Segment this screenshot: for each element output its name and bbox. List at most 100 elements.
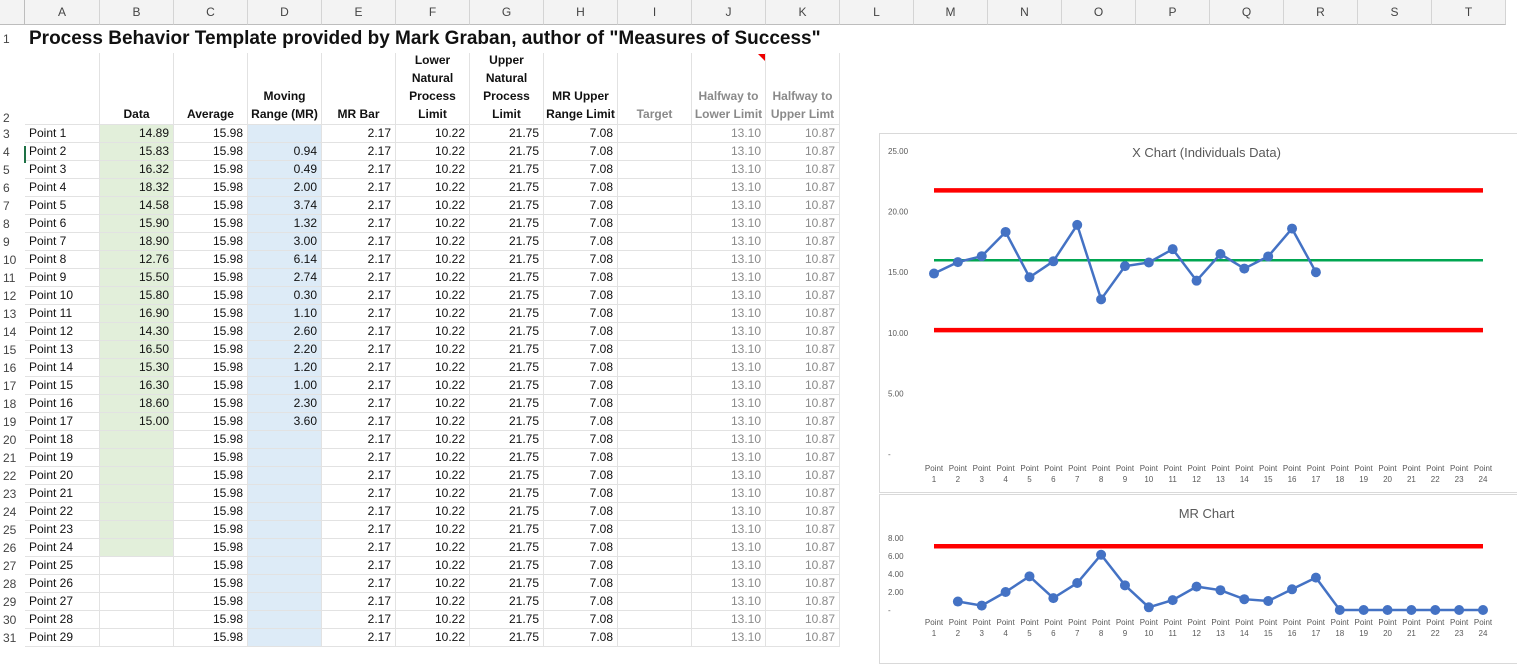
- cell-lnpl[interactable]: 10.22: [396, 233, 470, 251]
- cell-half-lower[interactable]: 13.10: [692, 197, 766, 215]
- cell-mr[interactable]: [248, 539, 322, 557]
- header-mr-upper[interactable]: MR Upper Range Limit: [544, 53, 618, 125]
- cell-unpl[interactable]: 21.75: [470, 269, 544, 287]
- column-header-q[interactable]: Q: [1210, 0, 1284, 25]
- cell-half-upper[interactable]: 10.87: [766, 215, 840, 233]
- cell-label[interactable]: Point 1: [25, 125, 100, 143]
- row-number[interactable]: 29: [3, 595, 17, 609]
- cell-mr-upper[interactable]: 7.08: [544, 233, 618, 251]
- cell-half-upper[interactable]: 10.87: [766, 305, 840, 323]
- cell-mr-upper[interactable]: 7.08: [544, 323, 618, 341]
- row-number[interactable]: 24: [3, 505, 17, 519]
- row-number[interactable]: 30: [3, 613, 17, 627]
- cell-unpl[interactable]: 21.75: [470, 557, 544, 575]
- cell-mr[interactable]: [248, 611, 322, 629]
- cell-unpl[interactable]: 21.75: [470, 395, 544, 413]
- cell-mr-bar[interactable]: 2.17: [322, 503, 396, 521]
- cell-half-lower[interactable]: 13.10: [692, 629, 766, 647]
- cell-half-upper[interactable]: 10.87: [766, 287, 840, 305]
- cell-data[interactable]: [100, 449, 174, 467]
- column-header-e[interactable]: E: [322, 0, 396, 25]
- cell-average[interactable]: 15.98: [174, 377, 248, 395]
- cell-half-lower[interactable]: 13.10: [692, 485, 766, 503]
- cell-half-upper[interactable]: 10.87: [766, 539, 840, 557]
- cell-target[interactable]: [618, 341, 692, 359]
- cell-data[interactable]: 15.00: [100, 413, 174, 431]
- header-unpl[interactable]: Upper Natural Process Limit: [470, 53, 544, 125]
- cell-label[interactable]: Point 25: [25, 557, 100, 575]
- cell-target[interactable]: [618, 359, 692, 377]
- cell-mr[interactable]: [248, 503, 322, 521]
- cell-mr-bar[interactable]: 2.17: [322, 593, 396, 611]
- page-title[interactable]: Process Behavior Template provided by Ma…: [29, 28, 821, 49]
- cell-data[interactable]: 18.32: [100, 179, 174, 197]
- cell-unpl[interactable]: 21.75: [470, 179, 544, 197]
- cell-half-upper[interactable]: 10.87: [766, 521, 840, 539]
- cell-data[interactable]: 12.76: [100, 251, 174, 269]
- cell-half-lower[interactable]: 13.10: [692, 287, 766, 305]
- cell-half-upper[interactable]: 10.87: [766, 125, 840, 143]
- cell-lnpl[interactable]: 10.22: [396, 467, 470, 485]
- cell-mr-bar[interactable]: 2.17: [322, 377, 396, 395]
- cell-target[interactable]: [618, 575, 692, 593]
- cell-mr-upper[interactable]: 7.08: [544, 413, 618, 431]
- cell-label[interactable]: Point 4: [25, 179, 100, 197]
- row-number[interactable]: 21: [3, 451, 17, 465]
- cell-unpl[interactable]: 21.75: [470, 521, 544, 539]
- cell-unpl[interactable]: 21.75: [470, 287, 544, 305]
- cell-half-lower[interactable]: 13.10: [692, 215, 766, 233]
- cell-data[interactable]: 16.50: [100, 341, 174, 359]
- cell-label[interactable]: Point 18: [25, 431, 100, 449]
- cell-half-upper[interactable]: 10.87: [766, 269, 840, 287]
- cell-mr-bar[interactable]: 2.17: [322, 611, 396, 629]
- cell-target[interactable]: [618, 593, 692, 611]
- cell-target[interactable]: [618, 629, 692, 647]
- cell-unpl[interactable]: 21.75: [470, 323, 544, 341]
- cell-data[interactable]: [100, 503, 174, 521]
- cell-data[interactable]: [100, 629, 174, 647]
- row-number[interactable]: 23: [3, 487, 17, 501]
- cell-unpl[interactable]: 21.75: [470, 305, 544, 323]
- row-number[interactable]: 14: [3, 325, 17, 339]
- cell-mr-bar[interactable]: 2.17: [322, 557, 396, 575]
- cell-label[interactable]: Point 23: [25, 521, 100, 539]
- cell-mr-bar[interactable]: 2.17: [322, 305, 396, 323]
- cell-mr-bar[interactable]: 2.17: [322, 233, 396, 251]
- cell-lnpl[interactable]: 10.22: [396, 359, 470, 377]
- cell-half-upper[interactable]: 10.87: [766, 593, 840, 611]
- cell-data[interactable]: 15.83: [100, 143, 174, 161]
- header-average[interactable]: Average: [174, 53, 248, 125]
- cell-data[interactable]: [100, 431, 174, 449]
- cell-mr-bar[interactable]: 2.17: [322, 143, 396, 161]
- cell-unpl[interactable]: 21.75: [470, 359, 544, 377]
- cell-mr-bar[interactable]: 2.17: [322, 395, 396, 413]
- cell-lnpl[interactable]: 10.22: [396, 557, 470, 575]
- cell-unpl[interactable]: 21.75: [470, 377, 544, 395]
- cell-mr-bar[interactable]: 2.17: [322, 323, 396, 341]
- cell-mr[interactable]: 1.00: [248, 377, 322, 395]
- cell-average[interactable]: 15.98: [174, 413, 248, 431]
- cell-data[interactable]: [100, 539, 174, 557]
- cell-average[interactable]: 15.98: [174, 125, 248, 143]
- cell-mr[interactable]: [248, 521, 322, 539]
- cell-mr-upper[interactable]: 7.08: [544, 467, 618, 485]
- cell-mr[interactable]: [248, 449, 322, 467]
- cell-lnpl[interactable]: 10.22: [396, 395, 470, 413]
- row-number[interactable]: 26: [3, 541, 17, 555]
- cell-mr-upper[interactable]: 7.08: [544, 611, 618, 629]
- row-number[interactable]: 10: [3, 253, 17, 267]
- cell-target[interactable]: [618, 539, 692, 557]
- cell-lnpl[interactable]: 10.22: [396, 197, 470, 215]
- cell-average[interactable]: 15.98: [174, 449, 248, 467]
- cell-lnpl[interactable]: 10.22: [396, 593, 470, 611]
- x-chart[interactable]: X Chart (Individuals Data) - 5.00 10.00 15.…: [879, 133, 1517, 493]
- cell-unpl[interactable]: 21.75: [470, 413, 544, 431]
- cell-label[interactable]: Point 16: [25, 395, 100, 413]
- cell-mr-upper[interactable]: 7.08: [544, 629, 618, 647]
- cell-mr[interactable]: 6.14: [248, 251, 322, 269]
- cell-label[interactable]: Point 3: [25, 161, 100, 179]
- cell-mr-upper[interactable]: 7.08: [544, 251, 618, 269]
- cell-half-lower[interactable]: 13.10: [692, 233, 766, 251]
- cell-half-lower[interactable]: 13.10: [692, 341, 766, 359]
- cell-half-upper[interactable]: 10.87: [766, 197, 840, 215]
